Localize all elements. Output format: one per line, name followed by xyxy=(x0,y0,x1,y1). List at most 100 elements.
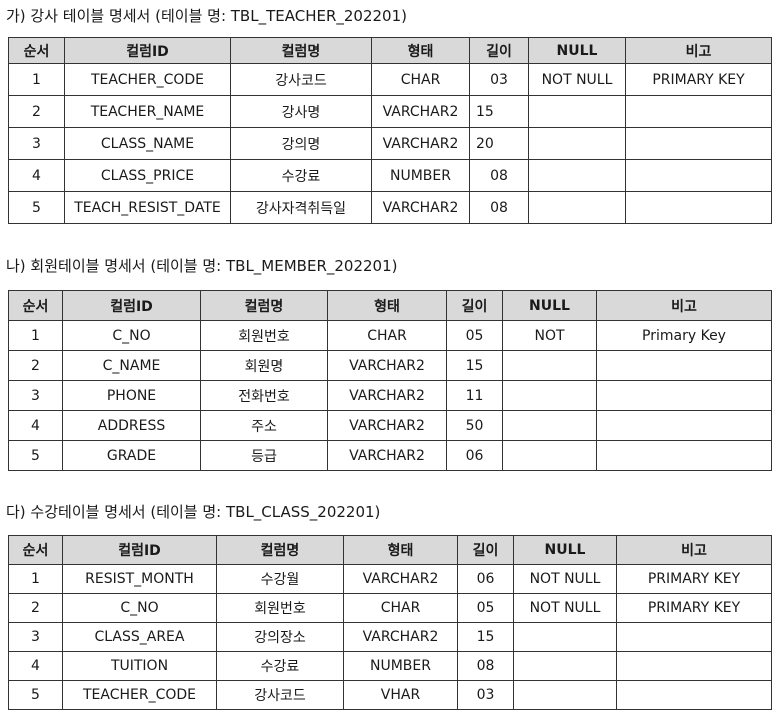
cell-null xyxy=(528,159,626,192)
cell-order: 5 xyxy=(8,680,63,710)
cell-order: 2 xyxy=(8,593,63,623)
member-spec-table: 순서 컬럼ID 컬럼명 형태 길이 NULL 비고 1 C_NO 회원번호 CH… xyxy=(8,290,772,471)
cell-column-id: RESIST_MONTH xyxy=(62,564,217,594)
class-table-caption: 다) 수강테이블 명세서 (테이블 명: TBL_CLASS_202201) xyxy=(6,503,381,521)
cell-type: VARCHAR2 xyxy=(343,622,458,652)
table-row: 1 RESIST_MONTH 수강월 VARCHAR2 06 NOT NULL … xyxy=(8,564,772,594)
cell-remarks xyxy=(625,127,772,160)
table-row: 3 PHONE 전화번호 VARCHAR2 11 xyxy=(8,380,772,411)
cell-order: 5 xyxy=(8,191,65,224)
cell-column-id: C_NO xyxy=(62,320,201,351)
class-spec-table: 순서 컬럼ID 컬럼명 형태 길이 NULL 비고 1 RESIST_MONTH… xyxy=(8,535,772,710)
cell-length: 20 xyxy=(469,127,529,160)
cell-column-id: PHONE xyxy=(62,380,201,411)
cell-null xyxy=(502,410,597,441)
cell-null xyxy=(513,622,617,652)
cell-column-name: 강사코드 xyxy=(216,680,344,710)
table-header-row: 순서 컬럼ID 컬럼명 형태 길이 NULL 비고 xyxy=(8,290,772,321)
cell-order: 4 xyxy=(8,159,65,192)
cell-column-id: C_NAME xyxy=(62,350,201,381)
cell-remarks: Primary Key xyxy=(596,320,772,351)
cell-order: 3 xyxy=(8,380,63,411)
header-remarks: 비고 xyxy=(616,535,772,565)
cell-column-id: ADDRESS xyxy=(62,410,201,441)
cell-remarks xyxy=(596,350,772,381)
cell-order: 1 xyxy=(8,320,63,351)
table-row: 3 CLASS_AREA 강의장소 VARCHAR2 15 xyxy=(8,622,772,652)
cell-order: 3 xyxy=(8,127,65,160)
cell-remarks xyxy=(596,440,772,471)
cell-null xyxy=(502,350,597,381)
cell-length: 06 xyxy=(457,564,514,594)
cell-null xyxy=(528,95,626,128)
table-row: 5 TEACHER_CODE 강사코드 VHAR 03 xyxy=(8,680,772,710)
table-row: 2 C_NAME 회원명 VARCHAR2 15 xyxy=(8,350,772,381)
cell-remarks xyxy=(616,651,772,681)
cell-length: 08 xyxy=(469,191,529,224)
cell-type: VHAR xyxy=(343,680,458,710)
cell-remarks xyxy=(616,680,772,710)
table-row: 5 TEACH_RESIST_DATE 강사자격취득일 VARCHAR2 08 xyxy=(8,191,772,224)
cell-type: VARCHAR2 xyxy=(371,95,470,128)
cell-column-name: 강의명 xyxy=(230,127,372,160)
cell-remarks xyxy=(616,622,772,652)
cell-order: 2 xyxy=(8,95,65,128)
cell-order: 4 xyxy=(8,410,63,441)
table-row: 2 C_NO 회원번호 CHAR 05 NOT NULL PRIMARY KEY xyxy=(8,593,772,623)
cell-length: 03 xyxy=(457,680,514,710)
cell-column-id: TEACH_RESIST_DATE xyxy=(64,191,231,224)
cell-type: VARCHAR2 xyxy=(327,350,447,381)
cell-column-name: 회원번호 xyxy=(200,320,328,351)
cell-length: 15 xyxy=(446,350,503,381)
cell-column-name: 강사코드 xyxy=(230,63,372,96)
cell-column-name: 등급 xyxy=(200,440,328,471)
cell-null xyxy=(513,651,617,681)
header-remarks: 비고 xyxy=(625,37,772,64)
header-remarks: 비고 xyxy=(596,290,772,321)
cell-length: 11 xyxy=(446,380,503,411)
table-header-row: 순서 컬럼ID 컬럼명 형태 길이 NULL 비고 xyxy=(8,535,772,565)
cell-order: 1 xyxy=(8,63,65,96)
cell-null xyxy=(513,680,617,710)
cell-length: 05 xyxy=(457,593,514,623)
cell-type: VARCHAR2 xyxy=(371,127,470,160)
cell-type: NUMBER xyxy=(371,159,470,192)
cell-column-name: 수강료 xyxy=(230,159,372,192)
header-null: NULL xyxy=(502,290,597,321)
header-length: 길이 xyxy=(469,37,529,64)
teacher-spec-table: 순서 컬럼ID 컬럼명 형태 길이 NULL 비고 1 TEACHER_CODE… xyxy=(8,37,772,224)
cell-length: 06 xyxy=(446,440,503,471)
cell-type: CHAR xyxy=(371,63,470,96)
cell-column-name: 강사명 xyxy=(230,95,372,128)
header-length: 길이 xyxy=(446,290,503,321)
cell-order: 5 xyxy=(8,440,63,471)
cell-length: 15 xyxy=(457,622,514,652)
header-column-id: 컬럼ID xyxy=(62,290,201,321)
cell-type: VARCHAR2 xyxy=(343,564,458,594)
header-null: NULL xyxy=(513,535,617,565)
header-column-name: 컬럼명 xyxy=(200,290,328,321)
cell-remarks xyxy=(625,159,772,192)
header-type: 형태 xyxy=(327,290,447,321)
cell-type: CHAR xyxy=(327,320,447,351)
member-table-caption: 나) 회원테이블 명세서 (테이블 명: TBL_MEMBER_202201) xyxy=(6,257,398,275)
cell-remarks xyxy=(625,95,772,128)
teacher-table-caption: 가) 강사 테이블 명세서 (테이블 명: TBL_TEACHER_202201… xyxy=(6,7,407,25)
cell-null xyxy=(502,380,597,411)
table-row: 3 CLASS_NAME 강의명 VARCHAR2 20 xyxy=(8,127,772,160)
header-type: 형태 xyxy=(371,37,470,64)
cell-column-name: 주소 xyxy=(200,410,328,441)
cell-null: NOT xyxy=(502,320,597,351)
cell-column-id: TUITION xyxy=(62,651,217,681)
cell-null: NOT NULL xyxy=(513,593,617,623)
cell-order: 2 xyxy=(8,350,63,381)
cell-column-id: CLASS_AREA xyxy=(62,622,217,652)
cell-remarks: PRIMARY KEY xyxy=(616,593,772,623)
cell-length: 15 xyxy=(469,95,529,128)
cell-remarks: PRIMARY KEY xyxy=(625,63,772,96)
cell-remarks xyxy=(596,410,772,441)
table-row: 1 TEACHER_CODE 강사코드 CHAR 03 NOT NULL PRI… xyxy=(8,63,772,96)
cell-type: VARCHAR2 xyxy=(327,440,447,471)
cell-length: 50 xyxy=(446,410,503,441)
header-column-name: 컬럼명 xyxy=(216,535,344,565)
